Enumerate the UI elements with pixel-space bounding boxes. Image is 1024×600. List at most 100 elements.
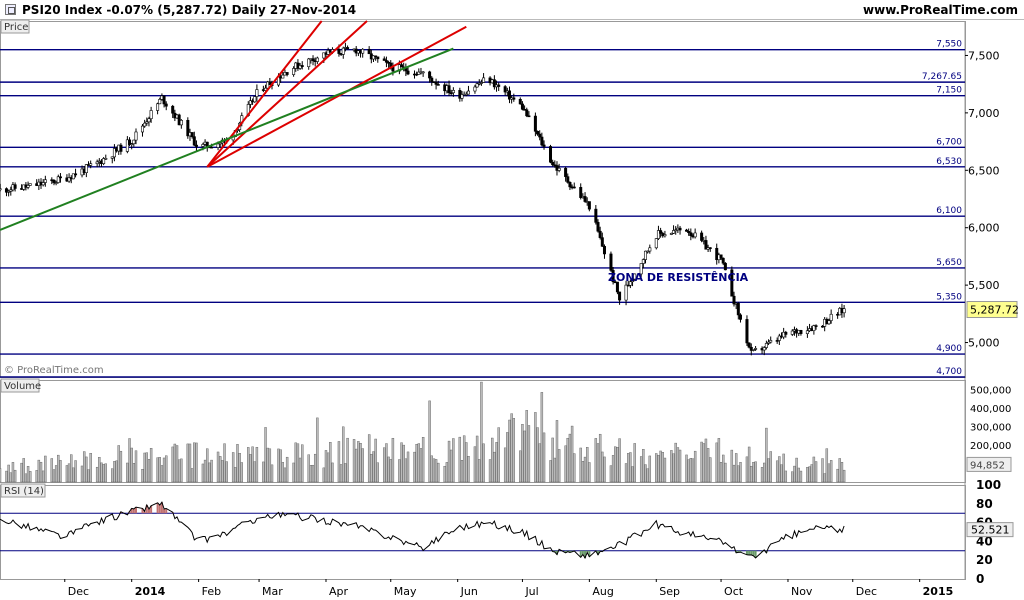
volume-bar	[586, 447, 589, 483]
price-candle	[341, 47, 345, 55]
price-candle	[71, 173, 75, 180]
volume-bar	[26, 466, 30, 483]
volume-bar	[74, 460, 77, 483]
volume-bar	[247, 447, 250, 483]
price-candle	[507, 90, 511, 100]
price-candle	[56, 176, 60, 183]
volume-bar	[579, 447, 582, 483]
price-candle	[633, 273, 637, 280]
volume-bar	[614, 446, 617, 483]
volume-bar	[750, 465, 753, 483]
volume-bar	[311, 464, 315, 483]
volume-bar	[67, 463, 71, 483]
volume-bar	[765, 427, 768, 483]
volume-bar	[134, 450, 138, 483]
volume-bar	[266, 447, 269, 483]
x-tick-label: Aug	[592, 585, 613, 598]
volume-bar	[525, 410, 528, 483]
price-panel-tab[interactable]	[0, 19, 30, 34]
volume-bar	[581, 461, 585, 483]
price-candle	[434, 81, 438, 85]
volume-bar	[747, 446, 751, 483]
volume-bar	[344, 463, 347, 483]
volume-bar	[165, 455, 168, 483]
volume-bar	[294, 442, 297, 483]
volume-bar	[659, 450, 662, 483]
price-candle	[7, 190, 11, 193]
price-candle	[805, 330, 809, 334]
volume-bar	[111, 468, 114, 483]
volume-bar	[326, 452, 330, 483]
price-candle	[460, 94, 464, 99]
volume-bar	[324, 450, 328, 483]
level-label: 5,350	[936, 292, 962, 302]
price-candle	[626, 284, 630, 287]
volume-bar	[82, 451, 86, 483]
volume-bar	[691, 458, 695, 483]
volume-bar	[421, 437, 425, 483]
price-candle	[477, 82, 481, 85]
price-candle	[164, 103, 168, 107]
volume-bar	[836, 468, 839, 483]
volume-bar	[672, 453, 675, 483]
volume-bar	[404, 458, 408, 483]
volume-bar	[806, 467, 809, 483]
price-candle	[704, 240, 708, 250]
level-label: 6,100	[936, 206, 962, 216]
volume-bar	[510, 413, 513, 483]
volume-bar	[35, 470, 38, 483]
red-trend-line	[206, 20, 368, 168]
volume-bar	[89, 453, 92, 483]
volume-bar	[583, 456, 587, 483]
volume-bar	[186, 443, 190, 483]
volume-bar	[37, 459, 41, 483]
price-candle	[41, 182, 45, 186]
volume-bar	[693, 450, 697, 483]
price-candle	[624, 284, 628, 301]
volume-bar	[87, 469, 90, 483]
price-candle	[551, 161, 555, 166]
volume-bar	[549, 460, 552, 483]
volume-bar	[316, 417, 319, 483]
volume-bar	[352, 439, 356, 483]
price-candle	[602, 246, 606, 255]
price-candle	[583, 196, 587, 202]
volume-bar	[825, 448, 829, 483]
price-candle	[672, 230, 676, 234]
price-series	[0, 42, 846, 356]
volume-bar	[523, 430, 526, 483]
volume-bar	[7, 464, 10, 483]
x-tick-label: May	[394, 585, 417, 598]
volume-bar	[734, 453, 738, 483]
volume-bar	[141, 469, 144, 483]
volume-bar	[285, 456, 289, 483]
price-candle	[201, 144, 205, 147]
volume-panel-tab[interactable]	[0, 378, 40, 393]
price-candle	[194, 144, 198, 147]
volume-bar	[41, 470, 45, 483]
volume-bar	[313, 453, 317, 483]
volume-bar	[704, 438, 708, 483]
price-candle	[210, 146, 214, 149]
price-candle	[58, 176, 62, 179]
volume-bar	[70, 454, 73, 483]
volume-bar	[428, 400, 431, 483]
volume-bar	[329, 442, 332, 483]
volume-bar	[372, 451, 375, 483]
volume-bar	[130, 447, 133, 483]
panel-frames	[0, 21, 966, 580]
volume-bar	[203, 459, 207, 483]
price-candle	[790, 330, 794, 335]
volume-bar	[301, 444, 304, 483]
rsi-panel-tab[interactable]	[0, 483, 46, 498]
rsi-tick-label: 20	[976, 553, 993, 567]
volume-bar	[143, 452, 146, 483]
volume-bar	[437, 462, 440, 483]
price-candle	[311, 58, 315, 61]
price-tick-label: 6,500	[968, 164, 1000, 177]
window-icon[interactable]	[5, 4, 16, 15]
volume-bar	[113, 461, 116, 483]
price-candle	[572, 186, 576, 189]
level-label: 7,550	[936, 40, 962, 50]
